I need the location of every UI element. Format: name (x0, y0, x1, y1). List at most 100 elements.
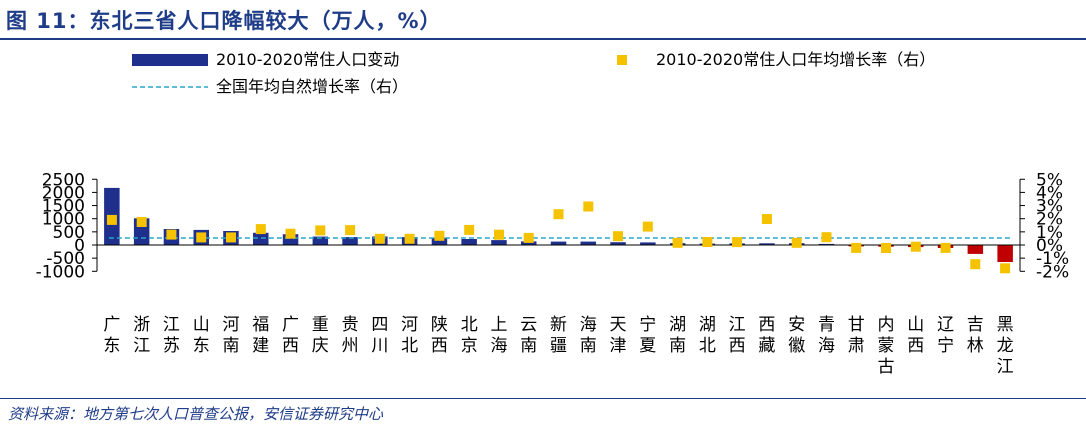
marker-青海 (821, 232, 832, 243)
marker-北京 (464, 224, 475, 235)
marker-宁夏 (642, 221, 653, 232)
marker-湖南 (672, 237, 683, 248)
legend-bar-label: 2010-2020常住人口变动 (216, 50, 399, 69)
x-label-吉林: 吉林 (967, 315, 984, 356)
left-tick-label: -1000 (36, 262, 85, 282)
left-tick-label: -500 (46, 249, 85, 269)
x-label-福建: 福建 (252, 315, 269, 356)
marker-江苏 (166, 229, 177, 240)
legend-marker-label: 2010-2020常住人口年均增长率（右） (656, 50, 935, 69)
marker-安徽 (791, 237, 802, 248)
marker-贵州 (345, 225, 356, 236)
x-label-黑龙江: 黑龙江 (997, 315, 1014, 377)
bar-西藏 (759, 243, 775, 245)
bar-贵州 (342, 237, 358, 245)
footer-rule (0, 398, 1086, 399)
left-tick-label: 2500 (42, 170, 85, 190)
marker-河南 (226, 232, 236, 243)
x-label-山西: 山西 (907, 315, 924, 356)
legend: 2010-2020常住人口变动 2010-2020常住人口年均增长率（右） 全国… (132, 50, 935, 96)
left-tick-label: 2000 (42, 183, 85, 203)
bar-广西 (282, 234, 299, 245)
right-tick-label: 1% (1036, 223, 1063, 243)
x-label-江西: 江西 (729, 315, 746, 356)
bar-云南 (521, 241, 537, 245)
legend-line-label: 全国年均自然增长率（右） (216, 77, 408, 96)
bar-海南 (580, 241, 596, 245)
x-label-北京: 北京 (461, 315, 478, 356)
marker-江西 (732, 237, 743, 248)
right-tick-label: 0% (1036, 236, 1063, 256)
x-label-云南: 云南 (520, 315, 537, 356)
left-tick-label: 1500 (42, 197, 85, 217)
marker-河北 (404, 233, 415, 244)
legend-marker-swatch (617, 55, 627, 65)
right-tick-label: 3% (1036, 197, 1063, 217)
bar-青海 (818, 243, 835, 245)
bar-重庆 (312, 236, 329, 245)
x-label-湖南: 湖南 (669, 315, 686, 356)
title-bar: 图 11：东北三省人口降幅较大（万人，%） (0, 0, 1086, 36)
source-note: 资料来源：地方第七次人口普查公报，安信证券研究中心 (8, 405, 384, 423)
x-label-安徽: 安徽 (788, 315, 805, 356)
x-label-上海: 上海 (491, 315, 508, 356)
bar-上海 (491, 240, 507, 245)
x-label-甘肃: 甘肃 (848, 315, 865, 356)
bar-新疆 (550, 241, 567, 245)
x-label-天津: 天津 (610, 315, 627, 356)
left-tick-label: 500 (53, 223, 85, 243)
marker-云南 (523, 232, 534, 243)
x-label-贵州: 贵州 (342, 315, 359, 356)
left-tick-label: 1000 (42, 210, 85, 230)
marker-上海 (494, 229, 504, 240)
x-label-青海: 青海 (818, 315, 835, 356)
bar-陕西 (431, 237, 448, 245)
marker-浙江 (136, 217, 147, 227)
x-label-广西: 广西 (282, 315, 299, 356)
marker-四川 (374, 233, 385, 244)
x-label-海南: 海南 (580, 315, 597, 356)
marker-山西 (910, 241, 921, 252)
marker-新疆 (553, 209, 564, 220)
marker-辽宁 (940, 242, 951, 253)
x-label-山东: 山东 (193, 315, 210, 356)
x-label-四川: 四川 (371, 315, 388, 356)
marker-西藏 (761, 214, 772, 224)
marker-湖北 (702, 237, 713, 247)
x-label-河北: 河北 (401, 315, 418, 356)
x-label-河南: 河南 (223, 315, 240, 356)
x-label-新疆: 新疆 (550, 315, 567, 356)
x-label-辽宁: 辽宁 (937, 315, 954, 356)
x-label-内蒙古: 内蒙古 (878, 315, 895, 377)
x-label-陕西: 陕西 (431, 315, 448, 356)
marker-广东 (106, 214, 117, 225)
marker-海南 (583, 201, 594, 212)
x-label-西藏: 西藏 (758, 315, 775, 356)
bar-北京 (461, 239, 477, 245)
right-tick-label: 2% (1036, 210, 1063, 230)
growth-rate-markers (106, 201, 1011, 274)
figure-title: 图 11：东北三省人口降幅较大（万人，%） (6, 9, 442, 33)
x-label-广东: 广东 (103, 315, 120, 356)
right-tick-label: -1% (1036, 249, 1069, 269)
right-tick-label: 5% (1036, 170, 1063, 190)
x-label-宁夏: 宁夏 (639, 315, 656, 356)
marker-甘肃 (851, 242, 862, 253)
bars (104, 187, 1013, 262)
marker-内蒙古 (881, 243, 891, 253)
marker-陕西 (434, 230, 445, 241)
x-label-江苏: 江苏 (163, 315, 180, 356)
marker-吉林 (970, 259, 981, 270)
marker-黑龙江 (1000, 263, 1011, 274)
bar-天津 (610, 242, 626, 245)
x-label-浙江: 浙江 (133, 315, 150, 356)
right-tick-label: -2% (1036, 262, 1069, 282)
right-tick-label: 4% (1036, 183, 1063, 203)
legend-bar-swatch (132, 54, 208, 66)
bar-福建 (253, 232, 269, 245)
x-axis-labels: 广东浙江江苏山东河南福建广西重庆贵州四川河北陕西北京上海云南新疆海南天津宁夏湖南… (103, 315, 1013, 377)
x-label-湖北: 湖北 (699, 315, 716, 356)
marker-福建 (255, 224, 266, 235)
population-change-chart: 2010-2020常住人口变动 2010-2020常住人口年均增长率（右） 全国… (36, 50, 1070, 377)
